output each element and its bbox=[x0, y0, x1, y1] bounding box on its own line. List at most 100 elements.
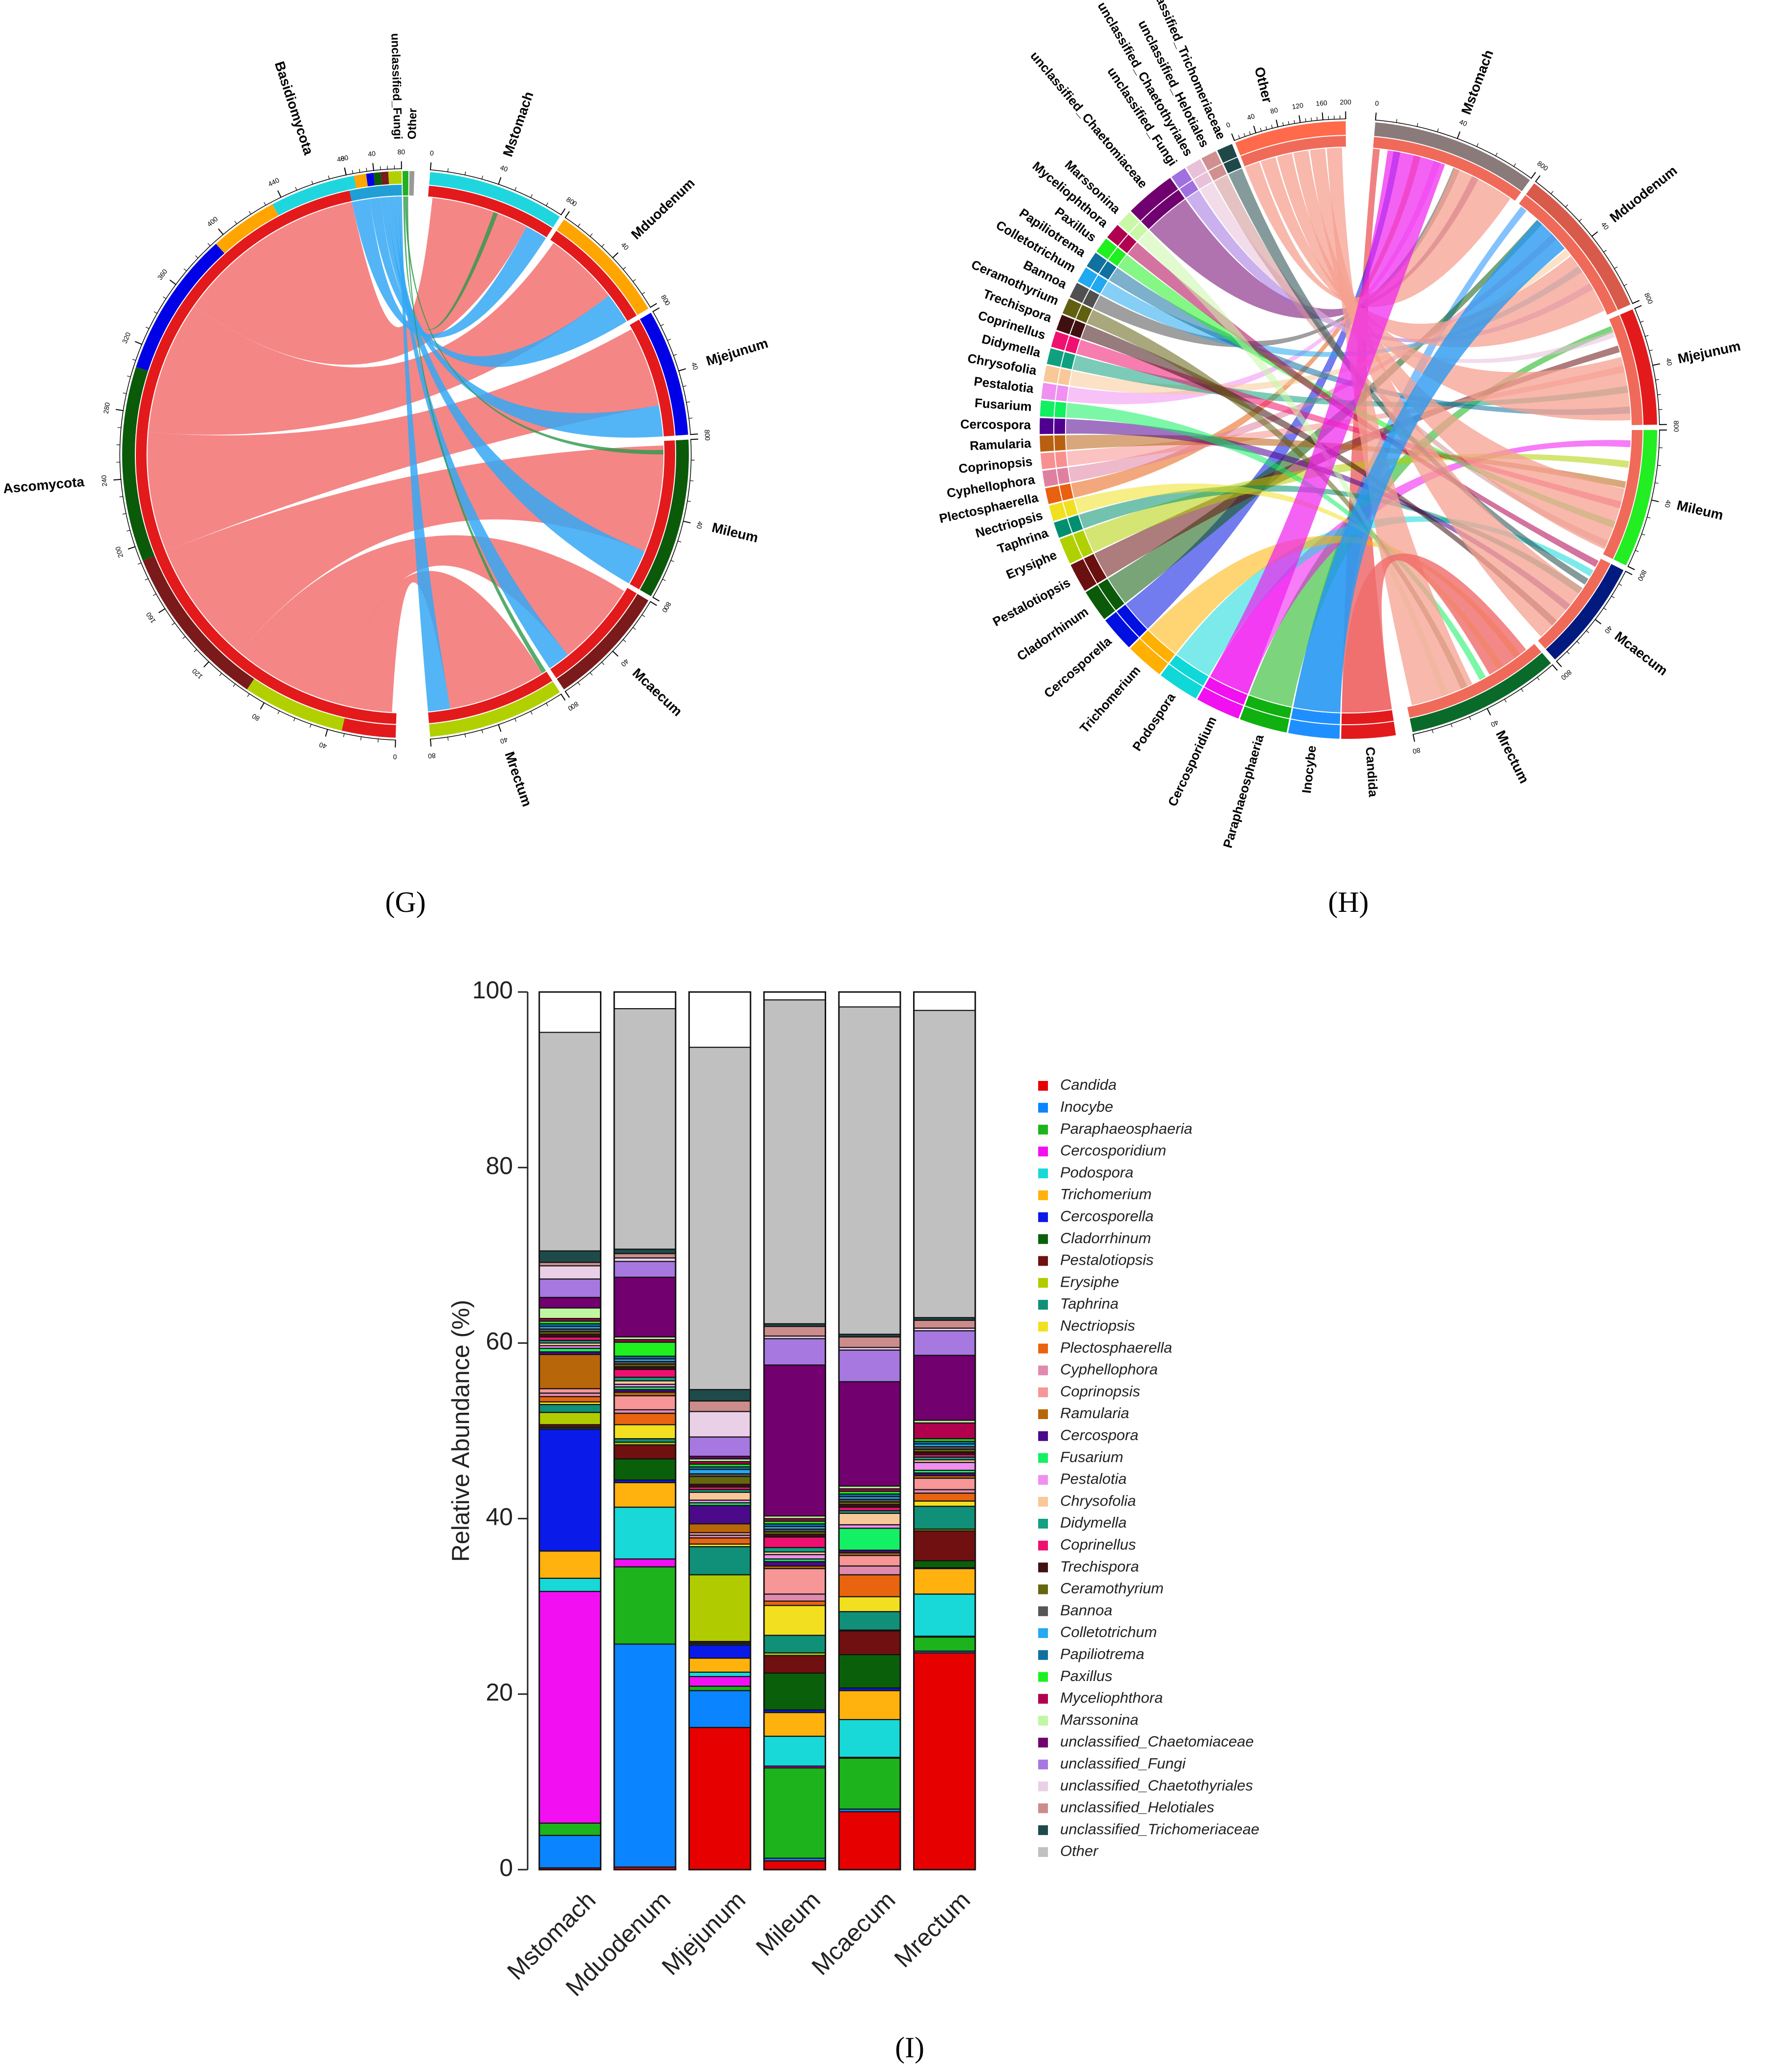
bar-mrectum-pestalotia bbox=[913, 1462, 976, 1471]
ribbon-trechispora bbox=[1081, 324, 1557, 626]
genus-cercospora-inner-ring bbox=[1054, 418, 1066, 434]
ribbon-ascomycota-mduodenum bbox=[149, 243, 609, 435]
legend-swatch-candida bbox=[1038, 1081, 1048, 1091]
bar-mcaecum-fusarium bbox=[838, 1528, 901, 1551]
legend-swatch-myceliophthora bbox=[1038, 1694, 1048, 1704]
y-tick-label: 20 bbox=[486, 1679, 513, 1706]
site-mstomach-tick-label: 0 bbox=[1375, 99, 1379, 108]
site-mjejunum-minor-tick bbox=[1634, 306, 1639, 309]
genus-ceramothyrium-inner-ring bbox=[1076, 304, 1092, 323]
genus-other-tick-label: 0 bbox=[1225, 120, 1231, 129]
bar-mrectum-nectriopsis bbox=[913, 1500, 976, 1507]
legend-swatch-bannoa bbox=[1038, 1606, 1048, 1617]
y-axis-title: Relative Abundance (%) bbox=[447, 1300, 474, 1562]
phylum-unclassified-fungi-ring bbox=[402, 171, 409, 196]
site-mjejunum-outer-ring bbox=[1620, 309, 1657, 425]
bar-mduodenum-nectriopsis bbox=[614, 1424, 676, 1440]
phylum-basidiomycota-segment bbox=[354, 173, 368, 189]
bar-mcaecum-cyphellophora bbox=[838, 1565, 901, 1575]
site-mrectum-outer-ring bbox=[429, 681, 560, 737]
legend-label-cyphellophora: Cyphellophora bbox=[1060, 1361, 1158, 1378]
genus-inocybe-outer-ring bbox=[1288, 719, 1340, 739]
genus-podospora-inner-ring bbox=[1170, 655, 1209, 686]
genus-erysiphe-outer-ring bbox=[1059, 534, 1083, 564]
legend-swatch-plectosphaerella bbox=[1038, 1343, 1048, 1354]
genus-fusarium-label: Fusarium bbox=[974, 395, 1032, 414]
legend-swatch-ramularia bbox=[1038, 1409, 1048, 1419]
bar-mduodenum-paraphaeosphaeria bbox=[614, 1566, 676, 1645]
bar-mcaecum-unclassified_helotiales bbox=[838, 1336, 901, 1348]
phylum-other-label: Other bbox=[405, 108, 419, 140]
site-mileum-tick-label: 80 bbox=[662, 601, 673, 611]
site-mjejunum-label: Mjejunum bbox=[1676, 338, 1742, 366]
y-tick-label: 80 bbox=[486, 1152, 513, 1179]
bar-mduodenum-cercosporidium bbox=[614, 1558, 676, 1568]
bar-mcaecum-paraphaeosphaeria bbox=[838, 1757, 901, 1810]
genus-plectosphaerella-inner-ring bbox=[1059, 483, 1073, 501]
genus-cladorrhinum-outer-ring bbox=[1086, 585, 1115, 619]
y-tick-label: 100 bbox=[472, 976, 513, 1004]
legend-label-trechispora: Trechispora bbox=[1060, 1558, 1139, 1575]
genus-unclassified_helotiales-outer-ring bbox=[1201, 151, 1222, 171]
genus-trechispora-outer-ring bbox=[1056, 315, 1075, 334]
genus-cercosporella-label: Cercosporella bbox=[1041, 634, 1114, 701]
legend-label-pestalotiopsis: Pestalotiopsis bbox=[1060, 1251, 1153, 1269]
bar-mstomach-podospora bbox=[538, 1577, 601, 1592]
phylum-ascomycota-tick-label: 440 bbox=[267, 176, 280, 188]
site-mstomach-outer-ring bbox=[429, 172, 560, 228]
site-mjejunum-inner-ring bbox=[629, 320, 675, 437]
bar-mduodenum-coprinellus bbox=[614, 1369, 676, 1378]
legend-label-cercosporella: Cercosporella bbox=[1060, 1208, 1153, 1225]
phylum-ascomycota-segment bbox=[341, 718, 396, 738]
site-mrectum-minor-tick bbox=[1412, 733, 1414, 738]
phylum-basidiomycota-segment bbox=[381, 172, 389, 185]
bar-mjejunum-unclassified_helotiales bbox=[688, 1400, 751, 1412]
genus-unclassified_helotiales-inner-ring bbox=[1208, 164, 1227, 181]
bar-mjejunum-paraphaeosphaeria bbox=[688, 1685, 751, 1691]
panel-label-h: (H) bbox=[1328, 886, 1368, 918]
bar-mileum-didymella bbox=[763, 1547, 826, 1552]
y-tick-label: 0 bbox=[499, 1854, 513, 1881]
legend-swatch-colletotrichum bbox=[1038, 1628, 1048, 1638]
legend-swatch-cyphellophora bbox=[1038, 1365, 1048, 1376]
genus-bannoa-inner-ring bbox=[1083, 289, 1100, 308]
site-mduodenum-minor-tick bbox=[565, 214, 568, 218]
bar-mrectum-cladorrhinum bbox=[913, 1560, 976, 1569]
phylum-basidiomycota-segment bbox=[373, 172, 382, 186]
chord-diagram-phylum: 0 40 80 Mstomach 0 40 80 Mduodenum 0 40 80 Mjejunum… bbox=[2, 33, 770, 809]
genus-cercosporidium-inner-ring bbox=[1204, 677, 1248, 705]
phylum-basidiomycota-segment bbox=[366, 172, 375, 187]
site-mcaecum-tick-label: 80 bbox=[569, 700, 580, 711]
legend-label-podospora: Podospora bbox=[1060, 1164, 1133, 1181]
bar-mstomach-trichomerium bbox=[538, 1550, 601, 1579]
genus-didymella-inner-ring bbox=[1061, 352, 1075, 369]
legend-label-other: Other bbox=[1060, 1842, 1099, 1859]
genus-coprinopsis-outer-ring bbox=[1040, 452, 1056, 470]
phylum-ascomycota-tick-label: 120 bbox=[191, 667, 204, 681]
site-mstomach-inner-ring bbox=[428, 186, 553, 237]
ribbon-basidiomycota-mstomach bbox=[352, 199, 546, 338]
ribbon-other-mstomach bbox=[1245, 162, 1511, 307]
site-mileum-minor-tick bbox=[652, 597, 656, 600]
x-tick-label-mileum: Mileum bbox=[750, 1886, 826, 1962]
genus-inocybe-inner-ring bbox=[1291, 708, 1341, 724]
legend-swatch-pestalotiopsis bbox=[1038, 1256, 1048, 1266]
bar-mstomach-ramularia bbox=[538, 1354, 601, 1389]
y-tick-label: 40 bbox=[486, 1503, 513, 1531]
x-tick-label-mcaecum: Mcaecum bbox=[806, 1886, 900, 1981]
site-mileum-tick-label: 0 bbox=[1672, 428, 1680, 432]
bar-mcaecum-nectriopsis bbox=[838, 1596, 901, 1613]
bar-mileum-nectriopsis bbox=[763, 1605, 826, 1636]
genus-cercospora-label: Cercospora bbox=[960, 417, 1031, 432]
genus-chrysofolia-outer-ring bbox=[1043, 365, 1060, 384]
bar-mstomach-unclassified_trichomeriaceae bbox=[538, 1250, 601, 1263]
phylum-ascomycota-tick-label: 360 bbox=[156, 267, 169, 281]
phylum-ascomycota-tick-label: 160 bbox=[145, 611, 157, 625]
bar-mcaecum-cladorrhinum bbox=[838, 1654, 901, 1689]
bar-mrectum-myceliophthora bbox=[913, 1422, 976, 1440]
bar-mileum-coprinopsis bbox=[763, 1568, 826, 1595]
genus-other-label: Other bbox=[1252, 65, 1275, 105]
site-mcaecum-inner-ring bbox=[1538, 559, 1611, 649]
phylum-ascomycota-tick-label: 400 bbox=[206, 215, 219, 228]
